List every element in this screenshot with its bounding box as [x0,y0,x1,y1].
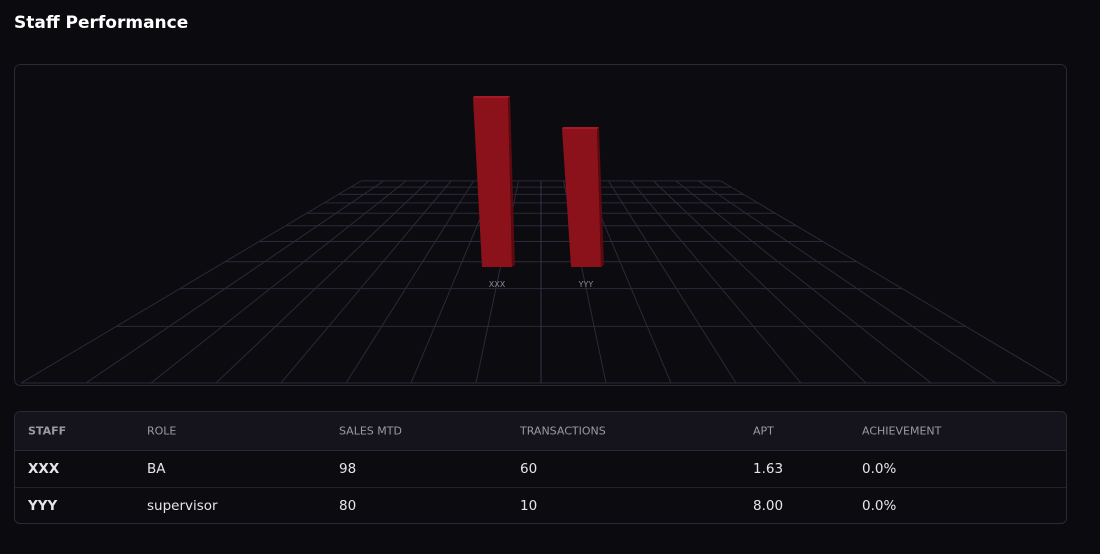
column-header: TRANSACTIONS [520,424,606,438]
bar [473,98,512,267]
floor-grid-line [215,180,429,384]
table-cell: YYY [28,497,58,514]
column-header: APT [753,424,774,438]
table-header: STAFF ROLE SALES MTD TRANSACTIONS APT ACHIEVE… [15,412,1066,451]
column-header: SALES MTD [339,424,402,438]
bar-top [473,96,510,98]
floor-grid-line [345,180,474,384]
table-cell: XXX [28,461,60,477]
floor-grid-line [630,180,802,384]
table-cell: 10 [520,497,538,514]
table-row: YYY supervisor 80 10 8.00 0.0% [15,488,1066,523]
table-cell: 98 [339,461,357,477]
page-title: Staff Performance [14,13,189,33]
floor-grid-line [675,180,932,384]
bar [562,129,601,267]
chart: XXX YYY [14,64,1067,386]
floor-grid-line [150,180,407,384]
bar-top [562,127,599,130]
table-cell: 0.0% [862,497,897,514]
column-header: ACHIEVEMENT [862,424,942,438]
table-cell: 8.00 [753,497,784,514]
floor-grid-line [698,180,997,384]
floor-grid-line [85,180,384,384]
category-label: YYY [578,280,594,289]
table-cell: 80 [339,497,357,514]
table-row: XXX BA 98 60 1.63 0.0% [15,451,1066,488]
bar-side [508,96,515,267]
bar-side [597,127,604,267]
category-label: XXX [489,280,506,289]
table-cell: 0.0% [862,461,897,477]
table-cell: BA [147,461,166,477]
floor-grid-line [608,180,737,384]
table-cell: supervisor [147,497,218,514]
column-header: ROLE [147,424,177,438]
floor-grid-line [20,180,362,384]
table-cell: 1.63 [753,461,784,477]
floor-grid-line [653,180,867,384]
table-cell: 60 [520,461,538,477]
floor-grid-line [280,180,452,384]
floor-grid-line [720,180,1062,384]
staff-table: STAFF ROLE SALES MTD TRANSACTIONS APT ACHIEVE… [14,411,1067,524]
column-header: STAFF [28,424,67,438]
